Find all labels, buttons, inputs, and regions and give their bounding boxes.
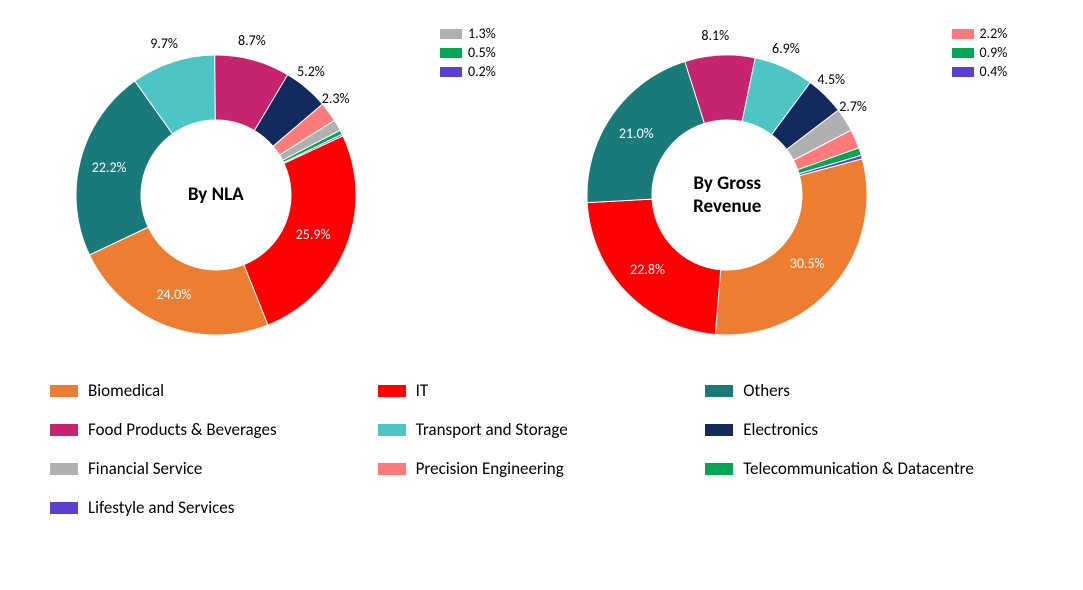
swatch-icon [705, 424, 733, 436]
swatch-icon [440, 48, 462, 58]
legend-label: IT [416, 380, 429, 401]
slice-label-others: 22.2% [92, 159, 127, 176]
donut-chart-gross: By Gross Revenue 30.5% 22.8% 21.0% 8.1% 6.9% 4… [557, 20, 1037, 350]
mini-legend-item-financial: 1.3% [440, 25, 496, 42]
mini-legend-item-lifestyle: 0.4% [952, 63, 1008, 80]
legend-item-others: Others [705, 380, 1033, 401]
legend: Biomedical IT Others Food Products & Bevera… [30, 380, 1053, 536]
mini-legend: 1.3% 0.5% 0.2% [440, 25, 496, 82]
slice-label-electronics: 4.5% [817, 71, 845, 88]
mini-legend: 2.2% 0.9% 0.4% [952, 25, 1008, 82]
slice-label-food: 8.7% [238, 32, 266, 49]
slice-label-biomedical: 24.0% [156, 286, 191, 303]
swatch-icon [378, 385, 406, 397]
slice-label-precision: 2.3% [322, 90, 350, 107]
slice-label-electronics: 5.2% [297, 63, 325, 80]
slice-label-transport: 9.7% [150, 35, 178, 52]
legend-label: Biomedical [88, 380, 164, 401]
legend-item-precision: Precision Engineering [378, 458, 706, 479]
mini-legend-label: 0.2% [468, 63, 496, 80]
mini-legend-item-telecom: 0.9% [952, 44, 1008, 61]
legend-label: Precision Engineering [416, 458, 564, 479]
legend-item-electronics: Electronics [705, 419, 1033, 440]
legend-item-lifestyle: Lifestyle and Services [50, 497, 378, 518]
swatch-icon [50, 424, 78, 436]
chart-title: By Gross Revenue [662, 173, 792, 219]
mini-legend-item-lifestyle: 0.2% [440, 63, 496, 80]
swatch-icon [378, 463, 406, 475]
mini-legend-item-precision: 2.2% [952, 25, 1008, 42]
legend-label: Financial Service [88, 458, 202, 479]
swatch-icon [50, 502, 78, 514]
legend-item-biomedical: Biomedical [50, 380, 378, 401]
mini-legend-item-telecom: 0.5% [440, 44, 496, 61]
slice-label-others: 21.0% [619, 125, 654, 142]
mini-legend-label: 2.2% [980, 25, 1008, 42]
swatch-icon [705, 385, 733, 397]
slice-label-biomedical: 30.5% [790, 255, 825, 272]
swatch-icon [440, 67, 462, 77]
swatch-icon [705, 463, 733, 475]
chart-title: By NLA [151, 184, 281, 207]
legend-item-food: Food Products & Beverages [50, 419, 378, 440]
legend-label: Lifestyle and Services [88, 497, 234, 518]
swatch-icon [952, 29, 974, 39]
slice-label-food: 8.1% [701, 27, 729, 44]
legend-label: Others [743, 380, 790, 401]
donut-chart-nla: By NLA 25.9% 24.0% 22.2% 9.7% 8.7% 5.2% 2.3% 1.3… [46, 20, 526, 350]
swatch-icon [440, 29, 462, 39]
swatch-icon [952, 67, 974, 77]
mini-legend-label: 0.4% [980, 63, 1008, 80]
legend-item-it: IT [378, 380, 706, 401]
mini-legend-label: 0.5% [468, 44, 496, 61]
slice-label-financial: 2.7% [839, 98, 867, 115]
legend-label: Food Products & Beverages [88, 419, 277, 440]
swatch-icon [50, 463, 78, 475]
slice-label-it: 25.9% [296, 226, 331, 243]
mini-legend-label: 0.9% [980, 44, 1008, 61]
legend-label: Telecommunication & Datacentre [743, 458, 974, 479]
charts-row: By NLA 25.9% 24.0% 22.2% 9.7% 8.7% 5.2% 2.3% 1.3… [30, 20, 1053, 350]
slice-biomedical [89, 227, 267, 335]
swatch-icon [952, 48, 974, 58]
slice-label-transport: 6.9% [772, 40, 800, 57]
swatch-icon [50, 385, 78, 397]
mini-legend-label: 1.3% [468, 25, 496, 42]
swatch-icon [378, 424, 406, 436]
legend-label: Transport and Storage [416, 419, 568, 440]
legend-item-telecom: Telecommunication & Datacentre [705, 458, 1033, 479]
legend-item-transport: Transport and Storage [378, 419, 706, 440]
slice-label-it: 22.8% [630, 261, 665, 278]
legend-item-financial: Financial Service [50, 458, 378, 479]
legend-label: Electronics [743, 419, 818, 440]
